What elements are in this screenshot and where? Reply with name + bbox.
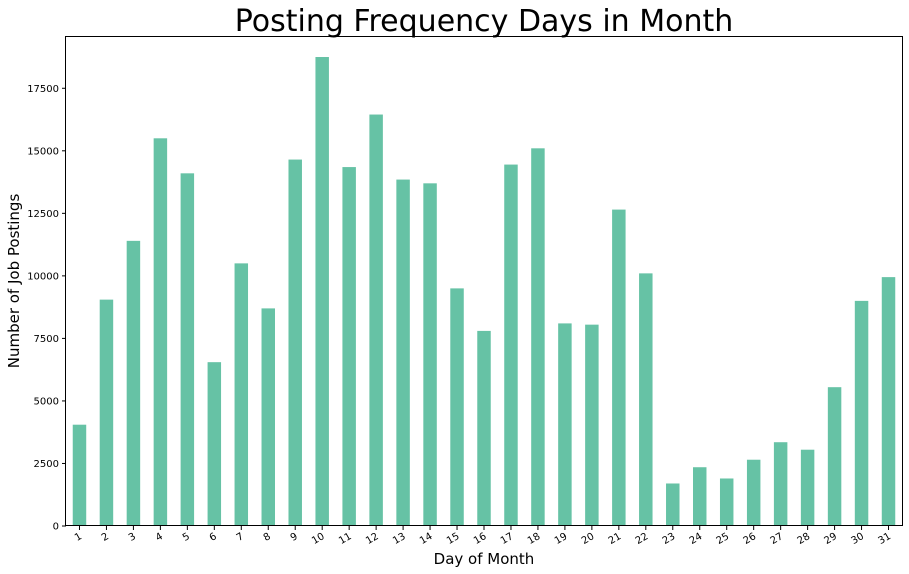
- x-tick-label: 10: [310, 531, 327, 547]
- bar-day-28: [800, 449, 815, 526]
- x-tick-label: 6: [208, 531, 219, 544]
- x-tick-label: 31: [876, 531, 893, 547]
- plot-frame: [65, 36, 903, 526]
- x-tick-label: 25: [715, 531, 732, 547]
- y-tick-label: 0: [53, 522, 59, 533]
- y-axis-label: Number of Job Postings: [5, 194, 23, 369]
- x-tick-label: 17: [499, 531, 516, 547]
- x-tick-label: 24: [688, 531, 705, 547]
- bar-day-7: [234, 263, 249, 526]
- bar-day-19: [558, 323, 572, 526]
- bar-day-26: [746, 459, 761, 526]
- bar-day-12: [369, 114, 383, 526]
- bar-day-5: [180, 173, 195, 526]
- x-tick-label: 15: [445, 531, 462, 547]
- x-tick-label: 8: [262, 531, 273, 544]
- y-tick-label: 7500: [34, 334, 59, 345]
- bar-day-2: [99, 299, 114, 526]
- x-tick-label: 21: [607, 531, 624, 547]
- bar-day-21: [612, 209, 626, 526]
- x-tick-label: 11: [337, 531, 354, 547]
- x-tick-label: 13: [391, 531, 408, 547]
- x-tick-label: 2: [100, 531, 111, 544]
- x-tick-label: 22: [634, 531, 651, 547]
- bar-day-1: [72, 424, 87, 526]
- y-tick-label: 15000: [27, 146, 59, 157]
- x-tick-label: 28: [796, 531, 813, 547]
- x-tick-label: 29: [823, 531, 840, 547]
- x-tick-label: 27: [769, 531, 786, 547]
- x-tick-label: 12: [364, 531, 381, 547]
- y-tick-label: 12500: [27, 209, 59, 220]
- bar-day-8: [261, 308, 275, 526]
- x-tick-label: 19: [553, 531, 570, 547]
- chart-title: Posting Frequency Days in Month: [235, 4, 734, 39]
- bar-day-16: [477, 330, 491, 526]
- x-tick-label: 9: [289, 531, 300, 544]
- bars-group: [72, 57, 896, 527]
- bar-day-20: [585, 324, 599, 526]
- bar-day-17: [504, 164, 518, 526]
- bar-day-31: [881, 277, 896, 526]
- bar-day-24: [693, 467, 707, 526]
- y-tick-label: 5000: [34, 396, 59, 407]
- y-tick-label: 17500: [27, 84, 59, 95]
- bar-day-9: [288, 159, 302, 526]
- bar-day-25: [719, 478, 734, 526]
- bar-day-27: [773, 442, 788, 526]
- bar-day-23: [666, 483, 680, 526]
- bar-day-6: [207, 362, 222, 526]
- x-tick-label: 1: [73, 531, 84, 544]
- bar-day-11: [342, 167, 356, 526]
- bar-day-29: [827, 387, 842, 526]
- x-tick-label: 18: [526, 531, 543, 547]
- x-tick-label: 16: [472, 531, 489, 547]
- bar-day-13: [396, 179, 410, 526]
- x-axis-label: Day of Month: [434, 550, 535, 568]
- bar-day-15: [450, 288, 464, 526]
- bar-day-3: [126, 240, 141, 526]
- x-tick-label: 14: [418, 531, 435, 547]
- bar-day-22: [639, 273, 653, 526]
- x-tick-label: 26: [742, 531, 759, 547]
- y-tick-label: 2500: [34, 459, 59, 470]
- bar-day-14: [423, 183, 437, 526]
- x-tick-label: 20: [580, 531, 597, 547]
- x-axis-ticks: 1 2 3 4 5 6 7 8 9 10 11 12 13 14 15 16 17 18 19 20 21 22 23 24 2…: [73, 526, 893, 547]
- x-tick-label: 4: [154, 531, 165, 544]
- x-tick-label: 5: [181, 531, 192, 544]
- x-tick-label: 7: [235, 531, 246, 544]
- y-axis-ticks: 0 2500 5000 7500 10000 12500 15000 17500: [27, 84, 66, 533]
- x-tick-label: 23: [661, 531, 678, 547]
- y-tick-label: 10000: [27, 271, 59, 282]
- bar-day-30: [854, 300, 869, 526]
- bar-day-18: [531, 148, 545, 526]
- x-tick-label: 3: [127, 531, 138, 544]
- x-tick-label: 30: [850, 531, 867, 547]
- bar-day-10: [315, 57, 329, 526]
- bar-day-4: [153, 138, 168, 527]
